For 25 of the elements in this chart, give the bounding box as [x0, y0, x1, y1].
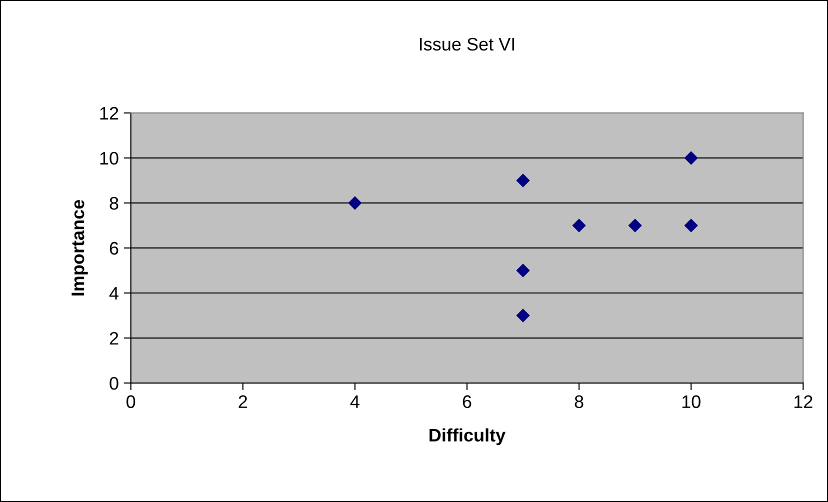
x-tick-label: 0	[126, 395, 136, 408]
x-tick-label: 6	[462, 395, 472, 408]
y-tick-label: 6	[110, 242, 118, 255]
point	[684, 151, 698, 165]
x-tick-label: 4	[350, 395, 360, 408]
point	[348, 196, 362, 210]
x-tick-label: 10	[682, 395, 700, 408]
point	[516, 264, 530, 278]
y-tick-label: 4	[109, 287, 118, 300]
point	[684, 218, 698, 232]
chart-title: Issue Set VI	[420, 38, 514, 51]
point	[516, 308, 530, 322]
point	[572, 218, 586, 232]
y-axis-title: Importance	[72, 200, 88, 296]
y-tick-label: 10	[100, 152, 118, 165]
point	[516, 174, 530, 188]
x-axis-title: Difficulty	[430, 428, 506, 446]
y-tick-label: 2	[110, 332, 118, 345]
y-tick-label: 0	[110, 376, 118, 390]
x-tick-label: 12	[794, 395, 812, 408]
x-tick-label: 2	[238, 395, 247, 408]
point	[628, 218, 642, 232]
y-tick-label: 12	[100, 106, 118, 120]
x-tick-label: 8	[574, 395, 584, 408]
y-tick-label: 8	[110, 196, 118, 210]
